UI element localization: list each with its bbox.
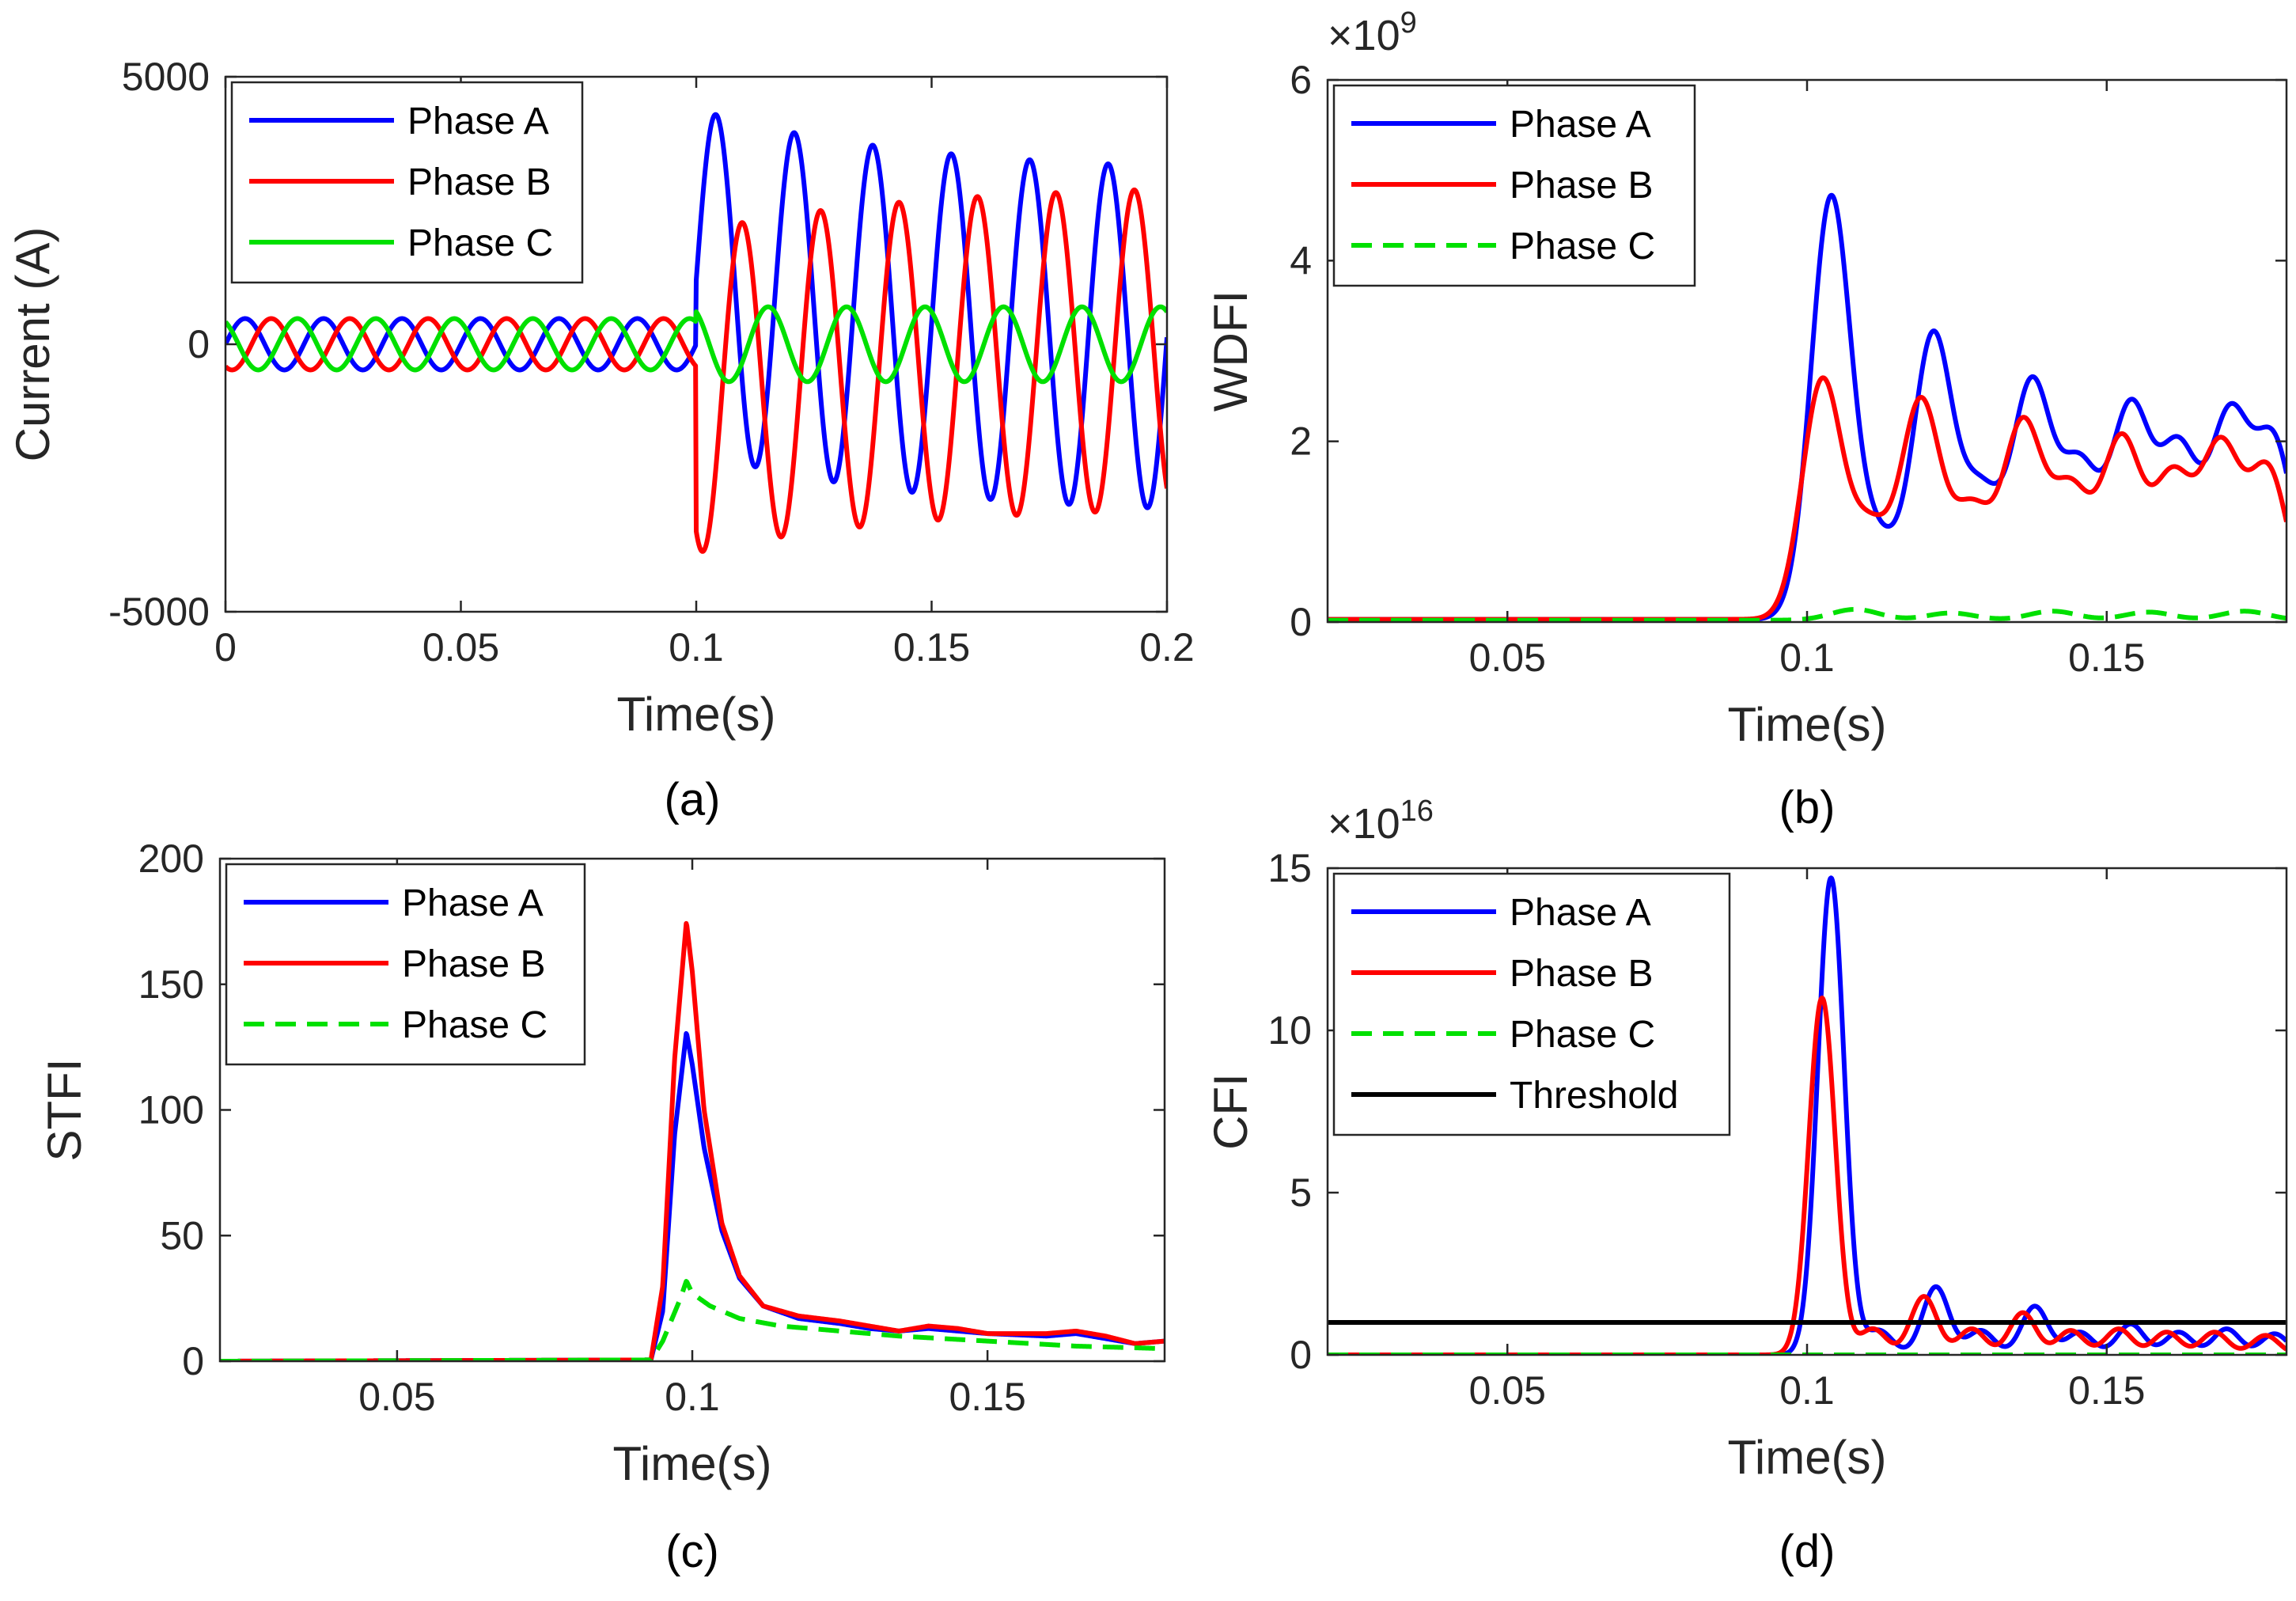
series-line-phase-b: [1328, 995, 2287, 1355]
y-tick-label: 0: [188, 322, 210, 366]
panel-c-stfi: 0.05 0.1 0.15 0 50 100 150 200 Time(s) STFI Phase …: [38, 837, 1166, 1577]
legend-label: Phase A: [1510, 104, 1651, 146]
panel-a-current: 0 0.05 0.1 0.15 0.2-500005000Time(s)Current …: [6, 55, 1195, 825]
legend-label: Phase C: [402, 1004, 547, 1046]
x-tick-label: 0.15: [949, 1375, 1025, 1419]
legend-label: Phase A: [1510, 892, 1651, 934]
x-tick-label: 0.1: [1779, 635, 1835, 680]
legend-label: Phase A: [402, 882, 544, 924]
x-tick-label: 0.15: [893, 625, 970, 670]
y-tick-label: 0: [1290, 600, 1312, 644]
legend-label: Phase B: [1510, 953, 1653, 995]
x-tick-label: 0.15: [2068, 635, 2145, 680]
y-tick-label: 100: [138, 1088, 204, 1132]
y-tick-label: 0: [182, 1339, 204, 1383]
y-tick-label: 2: [1290, 419, 1312, 464]
x-axis-label: Time(s): [1727, 698, 1886, 751]
legend: Phase A Phase B Phase C: [225, 863, 586, 1066]
y-tick-label: 5: [1290, 1170, 1312, 1215]
exponent-base: ×10: [1328, 12, 1400, 59]
panel-caption: (c): [665, 1526, 719, 1577]
x-tick-label: 0.05: [1469, 635, 1546, 680]
panel-caption: (b): [1779, 782, 1836, 833]
x-axis-label: Time(s): [616, 688, 775, 741]
legend: Phase A Phase B Phase C Threshold: [1332, 872, 1731, 1136]
y-axis-label: Current (A): [6, 227, 59, 462]
series-line-phase-c: [225, 304, 1167, 385]
x-axis-label: Time(s): [1727, 1431, 1886, 1484]
y-tick-label: -5000: [108, 590, 210, 634]
axis-exponent-label: ×1016: [1328, 795, 1434, 848]
y-tick-label: 50: [160, 1213, 204, 1258]
x-tick-label: 0.05: [1469, 1368, 1546, 1413]
legend-label: Threshold: [1510, 1075, 1678, 1117]
legend: Phase A Phase B Phase C: [1332, 84, 1696, 287]
legend-box: [1332, 872, 1731, 1136]
legend-label: Phase C: [407, 222, 553, 264]
legend-label: Phase B: [1510, 165, 1653, 207]
x-axis-label: Time(s): [612, 1437, 771, 1490]
y-tick-label: 150: [138, 962, 204, 1007]
x-tick-label: 0.1: [669, 625, 724, 670]
series-line-phase-b: [225, 187, 1167, 554]
x-tick-label: 0: [214, 625, 237, 670]
y-axis-label: STFI: [38, 1059, 91, 1162]
legend: Phase A Phase B Phase C: [230, 81, 584, 284]
y-tick-label: 10: [1267, 1008, 1312, 1053]
x-tick-label: 0.05: [358, 1375, 435, 1419]
legend-label: Phase B: [407, 161, 551, 203]
y-tick-label: 4: [1290, 238, 1312, 283]
legend-label: Phase C: [1510, 226, 1655, 267]
series-line-phase-a: [225, 112, 1167, 510]
exponent-power: 9: [1400, 6, 1417, 40]
exponent-base: ×10: [1328, 800, 1400, 848]
x-tick-label: 0.15: [2068, 1368, 2145, 1413]
y-tick-label: 5000: [122, 55, 210, 99]
legend-label: Phase C: [1510, 1014, 1655, 1056]
x-tick-label: 0.2: [1139, 625, 1195, 670]
y-tick-label: 15: [1267, 846, 1312, 890]
x-tick-label: 0.1: [665, 1375, 720, 1419]
legend-label: Phase A: [407, 101, 549, 142]
x-tick-label: 0.05: [422, 625, 499, 670]
y-axis-label: CFI: [1204, 1073, 1257, 1150]
y-axis-label: WDFI: [1204, 290, 1257, 412]
series-line-phase-a: [1328, 875, 2287, 1355]
legend-label: Phase B: [402, 943, 545, 985]
axis-exponent-label: ×109: [1328, 6, 1417, 59]
x-tick-label: 0.1: [1779, 1368, 1835, 1413]
panel-caption: (d): [1779, 1526, 1836, 1577]
y-tick-label: 0: [1290, 1333, 1312, 1377]
y-tick-label: 200: [138, 837, 204, 881]
exponent-power: 16: [1400, 795, 1434, 828]
panel-caption: (a): [665, 774, 721, 825]
y-tick-label: 6: [1290, 58, 1312, 102]
